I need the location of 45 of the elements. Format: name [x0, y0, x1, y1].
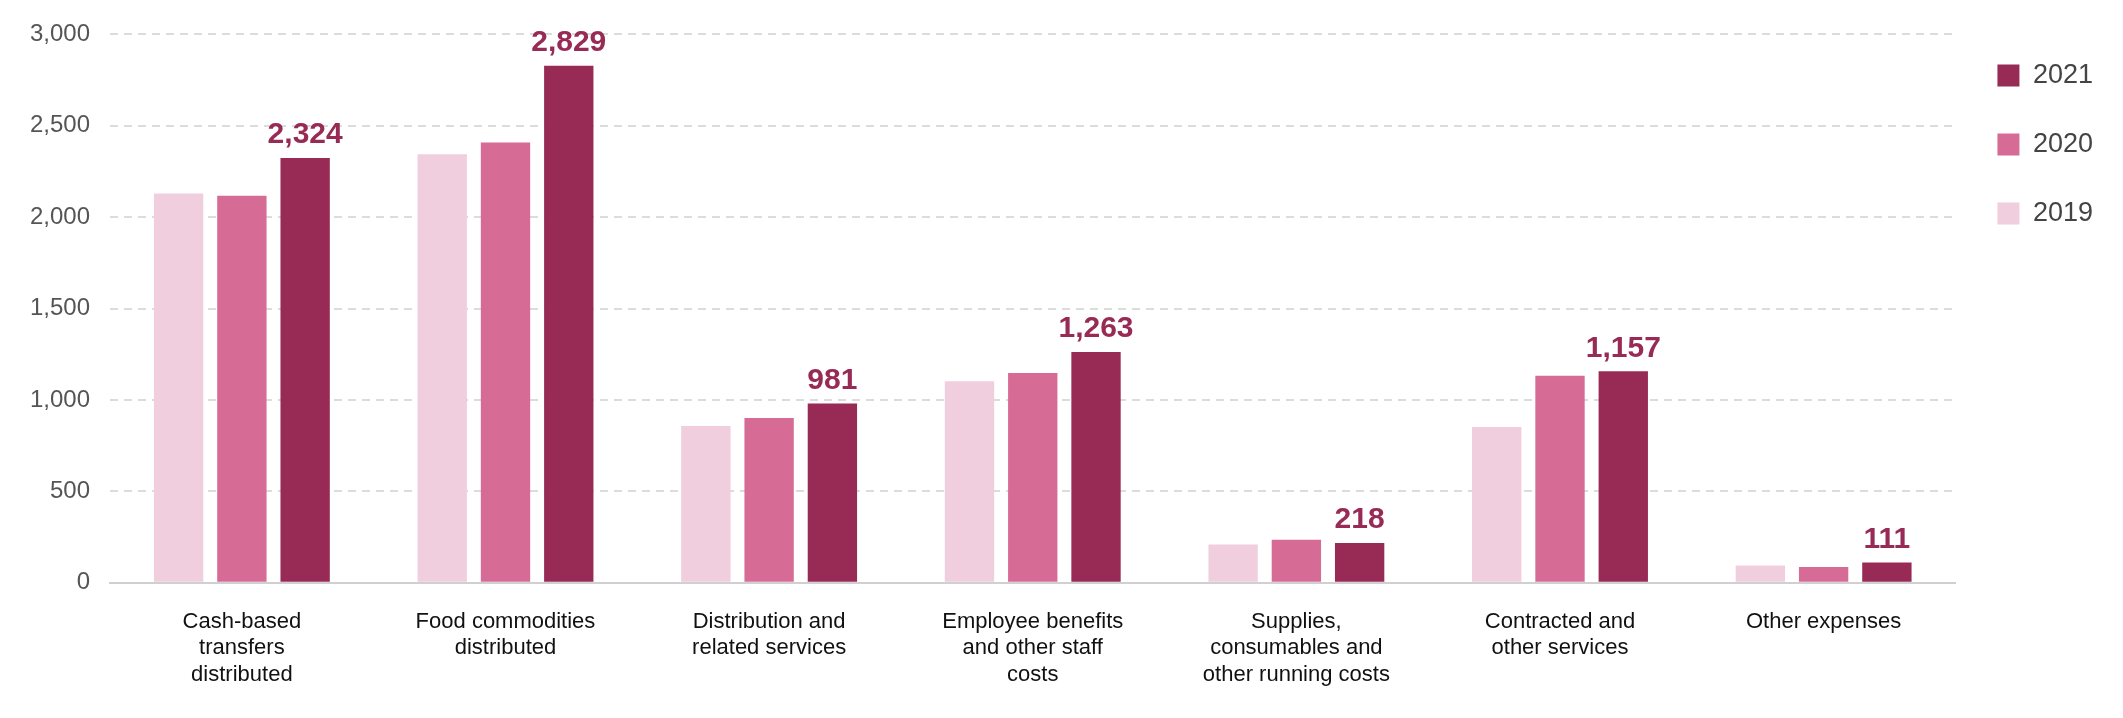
data-label: 1,157 — [1585, 329, 1661, 363]
x-tick-label: Food commodities distributed — [415, 608, 596, 660]
bar — [1598, 371, 1648, 582]
x-tick-label: Cash-based transfers distributed — [182, 608, 302, 686]
y-tick-label: 500 — [50, 476, 91, 504]
bar — [1071, 351, 1121, 582]
x-tick-label: Distribution and related services — [692, 608, 847, 660]
bar — [417, 154, 467, 582]
data-label: 2,324 — [267, 116, 343, 150]
bar — [1798, 567, 1849, 582]
bar — [1735, 565, 1786, 582]
bar — [1271, 539, 1322, 582]
bar — [744, 417, 794, 582]
bar — [681, 425, 731, 582]
bar — [1862, 562, 1912, 582]
bar — [944, 381, 995, 582]
bar — [153, 193, 204, 582]
x-tick-label: Employee benefits and other staff costs — [942, 608, 1124, 686]
bar — [1334, 542, 1385, 582]
y-tick-label: 2,500 — [30, 110, 91, 138]
bar — [1208, 544, 1258, 582]
x-tick-label: Other expenses — [1745, 608, 1902, 634]
bar — [480, 142, 531, 582]
bar — [1472, 427, 1522, 582]
data-label: 218 — [1334, 501, 1385, 535]
data-label: 111 — [1863, 520, 1911, 554]
y-tick-label: 3,000 — [30, 19, 91, 47]
bar — [217, 195, 267, 582]
bar — [807, 403, 858, 582]
y-tick-label: 0 — [76, 567, 91, 595]
data-label: 981 — [807, 361, 858, 395]
y-tick-label: 1,500 — [30, 293, 91, 321]
bar — [1008, 372, 1058, 582]
bar — [544, 65, 594, 582]
legend-label: 2019 — [2032, 196, 2094, 227]
legend-label: 2021 — [2032, 58, 2094, 89]
y-tick-label: 1,000 — [30, 384, 91, 412]
data-label: 1,263 — [1058, 310, 1134, 344]
y-tick-label: 2,000 — [30, 201, 91, 229]
x-tick-label: Contracted and other services — [1484, 608, 1636, 660]
x-tick-label: Supplies, consumables and other running costs — [1202, 608, 1390, 686]
bar — [280, 157, 330, 582]
legend-label: 2020 — [2032, 127, 2094, 158]
data-label: 2,829 — [531, 23, 607, 57]
bar — [1535, 375, 1585, 582]
